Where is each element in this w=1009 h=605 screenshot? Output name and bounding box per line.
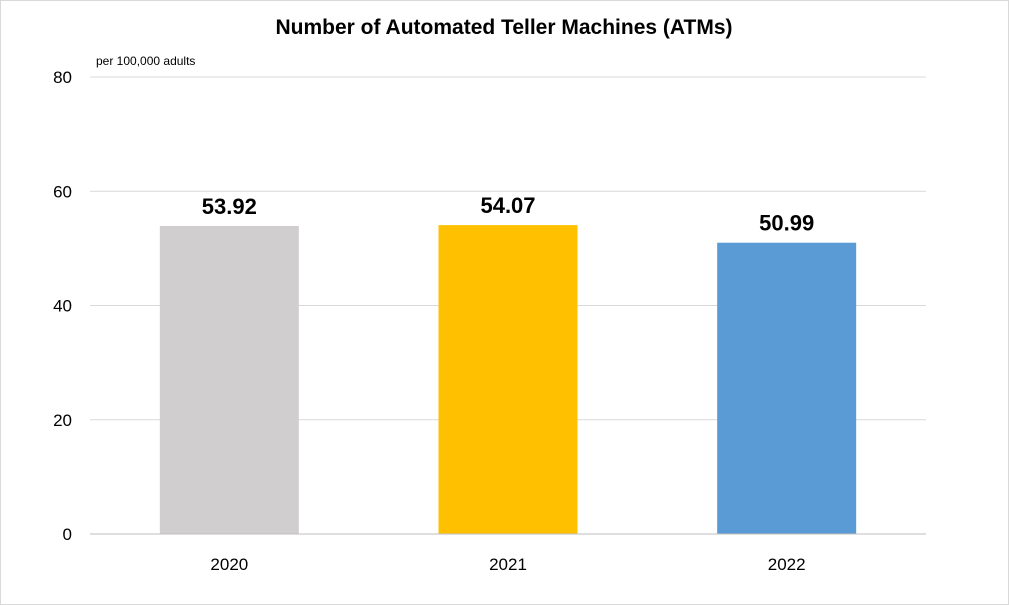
y-tick-label: 0 — [63, 525, 72, 544]
data-label-2020: 53.92 — [202, 194, 257, 219]
x-tick-label-2022: 2022 — [768, 555, 806, 574]
y-axis-ticks: 0 20 40 60 80 — [53, 68, 72, 544]
y-tick-label: 20 — [53, 411, 72, 430]
y-tick-label: 60 — [53, 182, 72, 201]
bar-2020 — [159, 225, 299, 534]
y-tick-label: 40 — [53, 297, 72, 316]
x-tick-label-2020: 2020 — [210, 555, 248, 574]
bar-2021 — [438, 225, 578, 534]
y-tick-label: 80 — [53, 68, 72, 87]
x-tick-label-2021: 2021 — [489, 555, 527, 574]
chart-title: Number of Automated Teller Machines (ATM… — [276, 16, 733, 39]
bars — [159, 225, 857, 535]
data-label-2022: 50.99 — [759, 211, 814, 236]
y-unit-label: per 100,000 adults — [96, 54, 195, 68]
data-labels: 53.92 54.07 50.99 — [202, 193, 814, 236]
bar-2022 — [717, 242, 857, 535]
data-label-2021: 54.07 — [480, 193, 535, 218]
x-axis-ticks: 2020 2021 2022 — [210, 555, 805, 574]
